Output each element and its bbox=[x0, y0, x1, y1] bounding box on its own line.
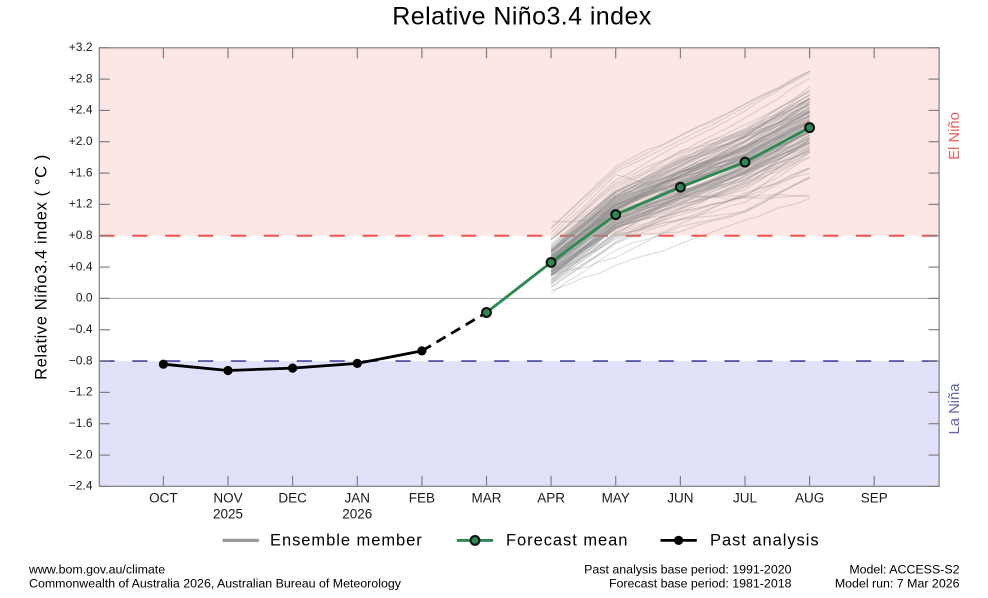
svg-text:+0.4: +0.4 bbox=[69, 259, 93, 273]
svg-text:DEC: DEC bbox=[278, 491, 307, 506]
svg-text:2026: 2026 bbox=[342, 507, 372, 522]
svg-text:MAY: MAY bbox=[602, 491, 630, 506]
svg-text:FEB: FEB bbox=[409, 491, 435, 506]
svg-text:Model run: 7 Mar 2026: Model run: 7 Mar 2026 bbox=[835, 577, 960, 591]
svg-text:JUN: JUN bbox=[667, 491, 693, 506]
svg-text:JAN: JAN bbox=[345, 491, 371, 506]
svg-text:APR: APR bbox=[537, 491, 565, 506]
svg-text:−1.6: −1.6 bbox=[69, 416, 93, 430]
svg-text:+1.6: +1.6 bbox=[69, 165, 93, 179]
svg-text:−0.8: −0.8 bbox=[69, 353, 93, 367]
svg-text:Model: ACCESS-S2: Model: ACCESS-S2 bbox=[849, 563, 959, 577]
svg-text:Ensemble member: Ensemble member bbox=[270, 531, 423, 549]
svg-text:MAR: MAR bbox=[472, 491, 502, 506]
svg-text:Past analysis: Past analysis bbox=[710, 531, 820, 549]
svg-text:Forecast base period: 1981-201: Forecast base period: 1981-2018 bbox=[609, 577, 792, 591]
svg-text:Relative Niño3.4 index ( °C ): Relative Niño3.4 index ( °C ) bbox=[33, 154, 51, 380]
svg-text:+2.8: +2.8 bbox=[69, 71, 93, 85]
svg-text:www.bom.gov.au/climate: www.bom.gov.au/climate bbox=[28, 563, 165, 577]
svg-text:+0.8: +0.8 bbox=[69, 228, 93, 242]
svg-text:Commonwealth of Australia 2026: Commonwealth of Australia 2026, Australi… bbox=[29, 577, 402, 591]
svg-text:La Niña: La Niña bbox=[947, 383, 963, 435]
svg-text:−2.0: −2.0 bbox=[69, 447, 93, 461]
svg-text:+1.2: +1.2 bbox=[69, 197, 93, 211]
svg-text:SEP: SEP bbox=[861, 491, 888, 506]
svg-text:Relative Niño3.4 index: Relative Niño3.4 index bbox=[392, 3, 651, 31]
svg-text:+2.4: +2.4 bbox=[69, 103, 93, 117]
svg-text:−0.4: −0.4 bbox=[69, 322, 93, 336]
svg-text:0.0: 0.0 bbox=[76, 291, 93, 305]
svg-text:NOV: NOV bbox=[213, 491, 242, 506]
svg-text:Past analysis base period: 199: Past analysis base period: 1991-2020 bbox=[584, 563, 791, 577]
svg-text:Forecast mean: Forecast mean bbox=[506, 531, 628, 549]
svg-text:JUL: JUL bbox=[733, 491, 757, 506]
svg-text:−2.4: −2.4 bbox=[69, 479, 93, 493]
svg-text:OCT: OCT bbox=[149, 491, 178, 506]
svg-text:−1.2: −1.2 bbox=[69, 385, 93, 399]
svg-text:+3.2: +3.2 bbox=[69, 40, 93, 54]
svg-text:AUG: AUG bbox=[795, 491, 824, 506]
svg-text:+2.0: +2.0 bbox=[69, 134, 93, 148]
svg-text:2025: 2025 bbox=[213, 507, 243, 522]
svg-text:El Niño: El Niño bbox=[947, 112, 963, 160]
